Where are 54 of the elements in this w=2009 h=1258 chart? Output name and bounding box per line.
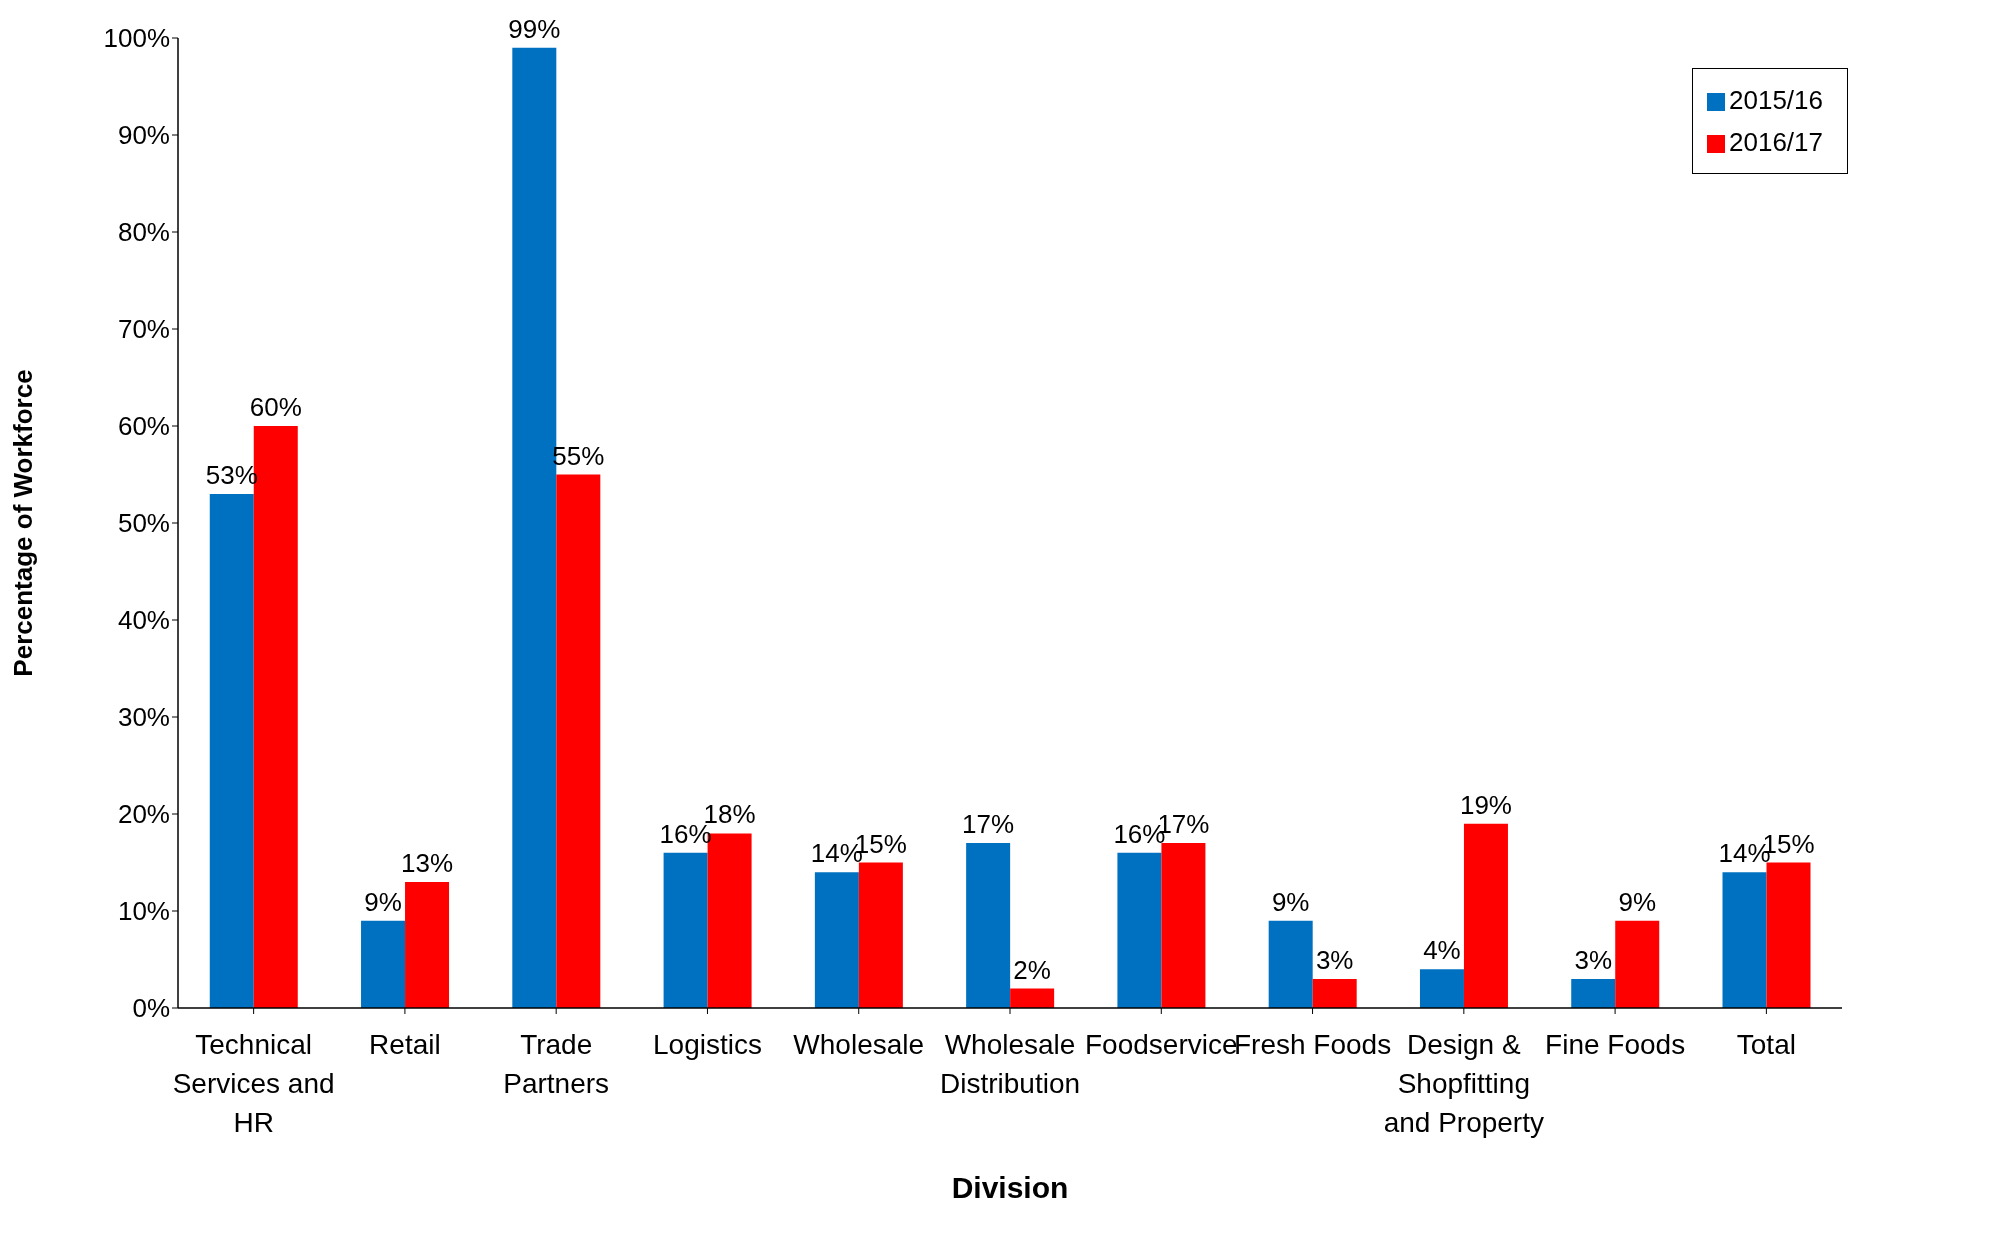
bar xyxy=(1722,872,1767,1008)
x-tick-label: Technical Services and HR xyxy=(172,1029,335,1138)
data-label: 17% xyxy=(962,809,1015,840)
x-tick-label: Retail xyxy=(369,1029,441,1060)
data-label: 60% xyxy=(249,392,302,422)
y-tick-label: 80% xyxy=(117,217,170,248)
bar xyxy=(1571,978,1616,1008)
bar xyxy=(966,843,1011,1008)
y-tick-label: 10% xyxy=(117,896,170,927)
y-tick-label: 70% xyxy=(117,314,170,345)
y-tick-label: 0% xyxy=(132,993,170,1024)
x-tick-label: Logistics xyxy=(652,1029,762,1060)
x-tick-label: Wholesale Distribution xyxy=(939,1029,1081,1099)
data-label: 4% xyxy=(1423,935,1461,966)
bar xyxy=(1010,988,1055,1008)
data-label: 9% xyxy=(1271,886,1310,917)
legend-label: 2015/16 xyxy=(1729,85,1823,115)
data-label: 99% xyxy=(508,13,561,44)
data-label: 2% xyxy=(1013,954,1051,985)
x-axis-title: Division xyxy=(951,1171,1069,1204)
bar xyxy=(209,493,254,1008)
bar xyxy=(1463,823,1508,1008)
bar xyxy=(1161,843,1206,1008)
bar xyxy=(1117,852,1162,1008)
bar xyxy=(663,852,708,1008)
bar xyxy=(1766,862,1811,1008)
y-axis-title: Percentage of Workforce xyxy=(8,369,39,677)
bar xyxy=(361,920,406,1008)
data-label: 9% xyxy=(364,886,402,917)
data-label: 3% xyxy=(1574,944,1613,975)
x-tick-label: Total xyxy=(1736,1029,1796,1060)
y-tick-label: 90% xyxy=(117,120,170,151)
bar xyxy=(858,862,903,1008)
bar xyxy=(556,474,601,1008)
data-label: 19% xyxy=(1459,789,1512,820)
bar xyxy=(1268,920,1313,1008)
y-tick-label: 20% xyxy=(117,799,170,830)
x-tick-label: Trade Partners xyxy=(503,1029,610,1099)
y-tick-label: 60% xyxy=(117,411,170,442)
data-label: 13% xyxy=(401,847,454,878)
bar xyxy=(1615,920,1660,1008)
x-tick-label: Wholesale xyxy=(793,1029,925,1060)
bar xyxy=(814,872,859,1008)
y-tick-label: 30% xyxy=(117,702,170,733)
bar xyxy=(405,881,450,1008)
data-label: 3% xyxy=(1315,944,1354,975)
y-tick-label: 40% xyxy=(117,605,170,636)
bar xyxy=(1312,978,1357,1008)
y-tick-label: 100% xyxy=(103,23,170,54)
x-tick-label: Fine Foods xyxy=(1545,1029,1686,1060)
legend-label: 2016/17 xyxy=(1729,127,1823,157)
data-label: 9% xyxy=(1618,886,1657,917)
y-tick-label: 50% xyxy=(117,508,170,539)
bar xyxy=(1419,969,1464,1008)
